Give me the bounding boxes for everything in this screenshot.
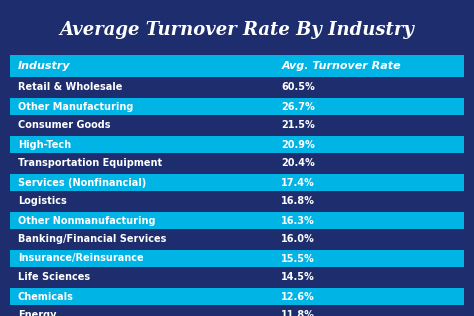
Text: Chemicals: Chemicals <box>18 291 74 301</box>
Text: Avg. Turnover Rate: Avg. Turnover Rate <box>282 61 401 71</box>
Text: 15.5%: 15.5% <box>282 253 315 264</box>
Bar <box>10 288 464 305</box>
Bar <box>10 231 464 248</box>
Bar <box>10 155 464 172</box>
Bar <box>10 212 464 229</box>
Bar <box>10 79 464 96</box>
Text: Logistics: Logistics <box>18 197 67 206</box>
Text: 11.8%: 11.8% <box>282 311 315 316</box>
Text: Consumer Goods: Consumer Goods <box>18 120 110 131</box>
Text: 16.0%: 16.0% <box>282 234 315 245</box>
Text: 12.6%: 12.6% <box>282 291 315 301</box>
Bar <box>10 117 464 134</box>
Text: 21.5%: 21.5% <box>282 120 315 131</box>
Text: Transportation Equipment: Transportation Equipment <box>18 159 162 168</box>
Text: 16.8%: 16.8% <box>282 197 315 206</box>
Text: Energy: Energy <box>18 311 56 316</box>
Text: Industry: Industry <box>18 61 71 71</box>
Bar <box>10 55 464 77</box>
Text: High-Tech: High-Tech <box>18 139 71 149</box>
Text: 14.5%: 14.5% <box>282 272 315 283</box>
Text: Other Manufacturing: Other Manufacturing <box>18 101 133 112</box>
Text: 26.7%: 26.7% <box>282 101 315 112</box>
Text: Average Turnover Rate By Industry: Average Turnover Rate By Industry <box>60 21 414 39</box>
Text: Services (Nonfinancial): Services (Nonfinancial) <box>18 178 146 187</box>
Text: 17.4%: 17.4% <box>282 178 315 187</box>
Bar <box>10 307 464 316</box>
Bar <box>10 98 464 115</box>
Text: 20.4%: 20.4% <box>282 159 315 168</box>
Text: 16.3%: 16.3% <box>282 216 315 226</box>
Text: Insurance/Reinsurance: Insurance/Reinsurance <box>18 253 144 264</box>
Text: Retail & Wholesale: Retail & Wholesale <box>18 82 122 93</box>
Bar <box>10 250 464 267</box>
Bar <box>10 193 464 210</box>
Text: Other Nonmanufacturing: Other Nonmanufacturing <box>18 216 155 226</box>
Bar <box>10 269 464 286</box>
Text: Life Sciences: Life Sciences <box>18 272 90 283</box>
Text: Banking/Financial Services: Banking/Financial Services <box>18 234 166 245</box>
Text: 60.5%: 60.5% <box>282 82 315 93</box>
Bar <box>10 136 464 153</box>
Text: 20.9%: 20.9% <box>282 139 315 149</box>
Bar <box>10 174 464 191</box>
